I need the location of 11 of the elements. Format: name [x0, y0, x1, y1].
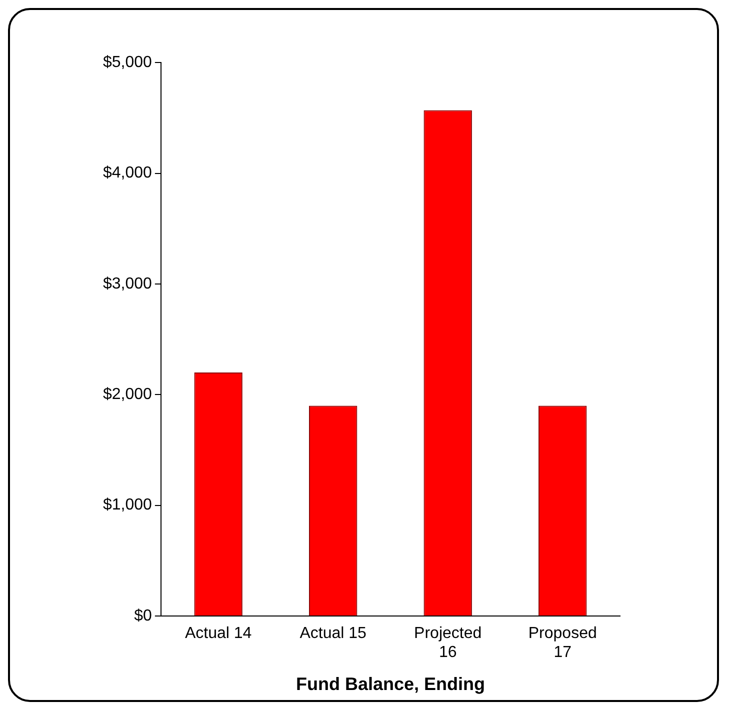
y-tick-label: $5,000	[103, 54, 152, 72]
y-tick-label: $2,000	[103, 386, 152, 404]
y-tick-label: $1,000	[103, 496, 152, 514]
y-tick-label: $0	[134, 607, 152, 624]
x-tick-label: Actual 14	[184, 625, 252, 642]
y-tick-label: $3,000	[103, 275, 152, 292]
x-tick-label: Proposed 17	[528, 625, 597, 662]
x-tick-label: Projected 16	[414, 625, 482, 662]
x-axis-title: Fund Balance, Ending	[296, 674, 485, 694]
y-tick-label: $4,000	[103, 164, 152, 182]
x-tick-label: Actual 15	[300, 625, 367, 642]
